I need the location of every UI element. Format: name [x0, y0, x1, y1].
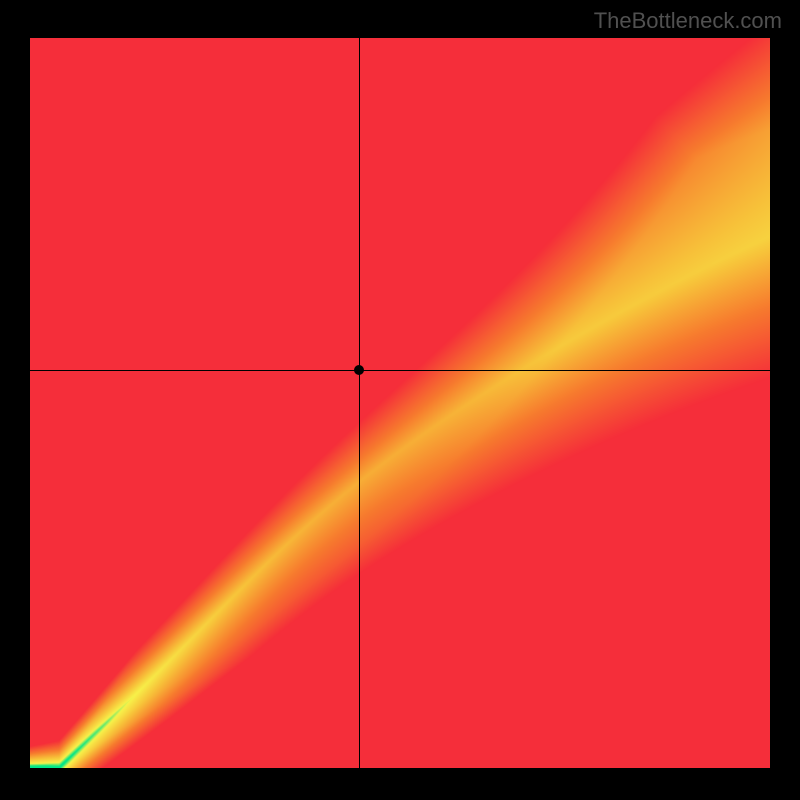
heatmap-plot — [30, 38, 770, 768]
watermark-label: TheBottleneck.com — [594, 8, 782, 34]
crosshair-horizontal — [30, 370, 770, 371]
crosshair-vertical — [359, 38, 360, 768]
heatmap-canvas — [30, 38, 770, 768]
data-point-marker — [354, 365, 364, 375]
chart-container: TheBottleneck.com — [0, 0, 800, 800]
